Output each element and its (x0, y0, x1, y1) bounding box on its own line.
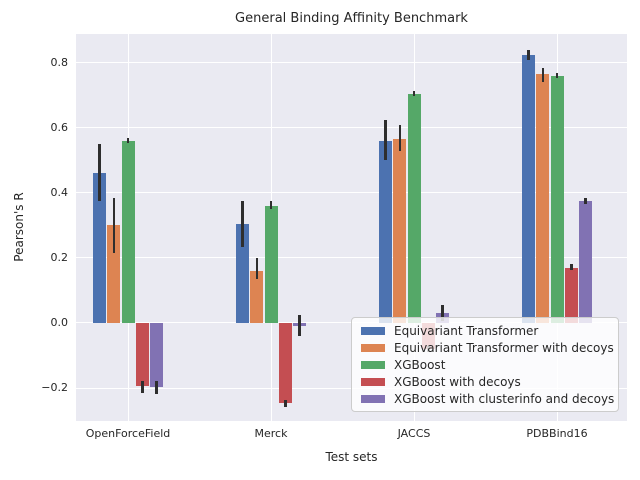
gridline-horizontal (76, 257, 627, 259)
bar (236, 223, 249, 323)
legend-swatch (361, 326, 385, 335)
y-tick-label: 0.2 (50, 250, 69, 264)
bar (107, 225, 121, 323)
error-bar (112, 197, 115, 254)
bar (150, 322, 163, 388)
bar (564, 267, 578, 323)
x-axis-label: Test sets (325, 450, 378, 464)
error-bar (126, 138, 130, 144)
x-tick-label: JACCS (397, 427, 431, 440)
legend-label: Equivariant Transformer with decoys (394, 340, 614, 355)
bar (264, 205, 278, 323)
legend-swatch (361, 394, 385, 403)
error-bar (398, 124, 401, 151)
error-bar (527, 49, 530, 60)
error-bar (269, 201, 273, 210)
y-tick-label: 0.4 (50, 185, 69, 199)
error-bar (155, 380, 158, 395)
legend-item: XGBoost with decoys (361, 375, 609, 389)
y-tick-label: 0.8 (50, 55, 69, 69)
bar (278, 322, 292, 403)
legend-item: Equivariant Transformer with decoys (361, 341, 614, 355)
gridline-horizontal (76, 127, 627, 129)
y-tick-label: 0.0 (50, 315, 69, 329)
error-bar (255, 257, 258, 280)
x-tick-label: OpenForceField (85, 427, 171, 440)
legend-label: Equivariant Transformer (394, 323, 539, 338)
bar (550, 75, 564, 323)
bar (536, 74, 550, 323)
bar (93, 173, 106, 323)
error-bar (412, 90, 416, 97)
bar (579, 201, 592, 323)
bar (379, 140, 392, 323)
y-tick-label: 0.6 (50, 120, 69, 134)
error-bar (298, 314, 301, 336)
error-bar (241, 201, 244, 247)
legend: Equivariant Transformer Equivariant Trans… (351, 317, 619, 412)
error-bar (570, 264, 573, 270)
bar (121, 140, 135, 323)
error-bar (584, 198, 587, 204)
legend-label: XGBoost (394, 357, 446, 372)
error-bar (441, 305, 444, 322)
error-bar (555, 72, 559, 79)
gridline-horizontal (76, 62, 627, 64)
legend-item: Equivariant Transformer (361, 324, 609, 338)
legend-label: XGBoost with decoys (394, 374, 521, 389)
legend-label: XGBoost with clusterinfo and decoys (394, 391, 615, 406)
bar (407, 93, 421, 323)
legend-swatch (361, 360, 385, 369)
chart-title: General Binding Affinity Benchmark (235, 11, 468, 26)
error-bar (384, 119, 387, 161)
bar (135, 322, 149, 387)
gridline-horizontal (76, 192, 627, 194)
error-bar (98, 144, 101, 202)
legend-item: XGBoost (361, 358, 609, 372)
error-bar (541, 67, 544, 83)
legend-swatch (361, 377, 385, 386)
bar (393, 139, 407, 323)
error-bar (141, 380, 144, 393)
bar (250, 270, 264, 323)
legend-item: XGBoost with clusterinfo and decoys (361, 392, 614, 406)
x-tick-label: Merck (254, 427, 288, 440)
legend-swatch (361, 343, 385, 352)
bar (522, 54, 535, 323)
y-tick-label: −0.2 (41, 381, 68, 394)
x-tick-label: PDBBind16 (526, 427, 588, 440)
error-bar (284, 400, 287, 407)
